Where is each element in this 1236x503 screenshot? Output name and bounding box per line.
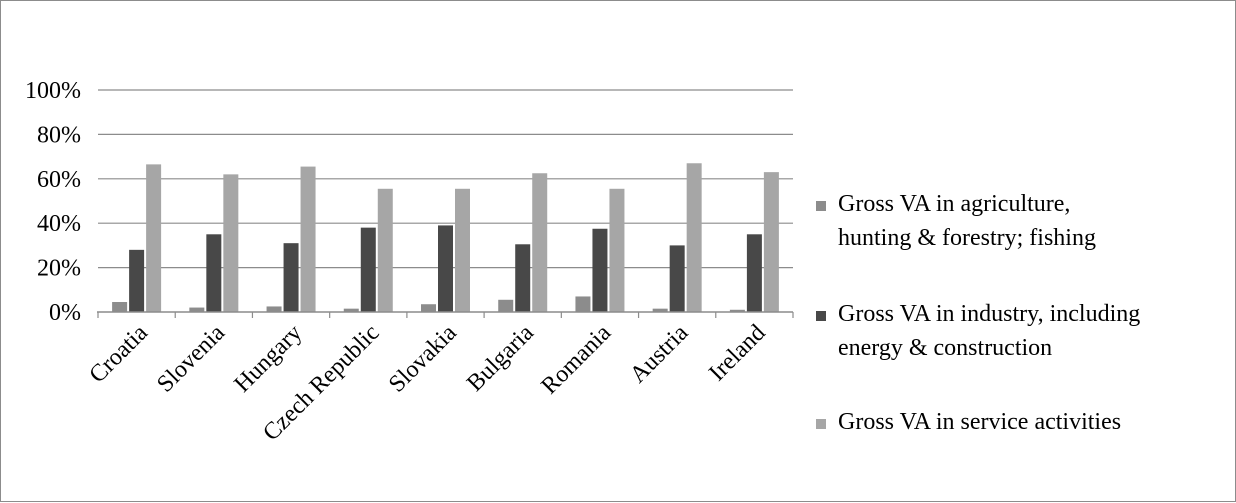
legend: Gross VA in agriculture, hunting & forest… bbox=[816, 191, 1140, 435]
bar bbox=[129, 249, 145, 312]
bar bbox=[515, 244, 531, 312]
x-category-label: Bulgaria bbox=[462, 320, 539, 397]
bar bbox=[189, 307, 205, 312]
legend-label: energy & construction bbox=[838, 335, 1052, 361]
bar bbox=[575, 296, 591, 312]
legend-swatch bbox=[816, 201, 826, 211]
bar bbox=[746, 234, 762, 312]
x-category-label: Slovenia bbox=[152, 320, 230, 398]
y-tick-label: 100% bbox=[25, 78, 81, 104]
bar bbox=[669, 245, 685, 312]
bar bbox=[421, 304, 436, 312]
bar bbox=[112, 302, 128, 312]
legend-swatch bbox=[816, 311, 826, 321]
bars bbox=[112, 163, 779, 312]
legend-label: Gross VA in agriculture, bbox=[838, 191, 1070, 217]
bar bbox=[686, 163, 702, 312]
bar bbox=[146, 164, 162, 312]
y-axis-tick-labels: 0% 20% 40% 60% 80% 100% bbox=[25, 78, 81, 326]
bar bbox=[300, 166, 316, 312]
y-tick-label: 40% bbox=[37, 211, 81, 237]
legend-entry: Gross VA in industry, including energy & … bbox=[816, 301, 1140, 361]
x-category-label: Austria bbox=[625, 320, 694, 389]
x-category-label: Slovakia bbox=[384, 320, 462, 398]
bar bbox=[652, 308, 668, 312]
legend-entry: Gross VA in service activities bbox=[816, 409, 1121, 435]
bar bbox=[266, 306, 282, 312]
legend-entry: Gross VA in agriculture, hunting & forest… bbox=[816, 191, 1096, 251]
bar bbox=[377, 188, 393, 312]
bar bbox=[438, 225, 453, 312]
legend-label: Gross VA in service activities bbox=[838, 409, 1121, 435]
x-category-label: Ireland bbox=[704, 320, 770, 386]
x-category-label: Romania bbox=[537, 320, 617, 400]
y-tick-label: 60% bbox=[37, 167, 81, 193]
x-category-label: Croatia bbox=[85, 320, 154, 389]
y-tick-label: 0% bbox=[49, 300, 81, 326]
bar bbox=[729, 309, 745, 312]
x-axis bbox=[97, 311, 794, 318]
legend-swatch bbox=[816, 419, 826, 429]
bar bbox=[206, 234, 222, 312]
bar bbox=[498, 299, 514, 312]
bar bbox=[763, 172, 779, 312]
x-category-label: Hungary bbox=[230, 320, 308, 398]
bar bbox=[283, 243, 299, 312]
legend-label: hunting & forestry; fishing bbox=[838, 225, 1096, 251]
bar bbox=[455, 188, 470, 312]
bar bbox=[360, 227, 376, 312]
bar bbox=[223, 174, 239, 312]
bar bbox=[343, 308, 359, 312]
legend-label: Gross VA in industry, including bbox=[838, 301, 1140, 327]
y-tick-label: 80% bbox=[37, 122, 81, 148]
y-tick-label: 20% bbox=[37, 256, 81, 282]
bar bbox=[592, 228, 608, 312]
bar bbox=[609, 188, 625, 312]
bar bbox=[532, 173, 548, 312]
